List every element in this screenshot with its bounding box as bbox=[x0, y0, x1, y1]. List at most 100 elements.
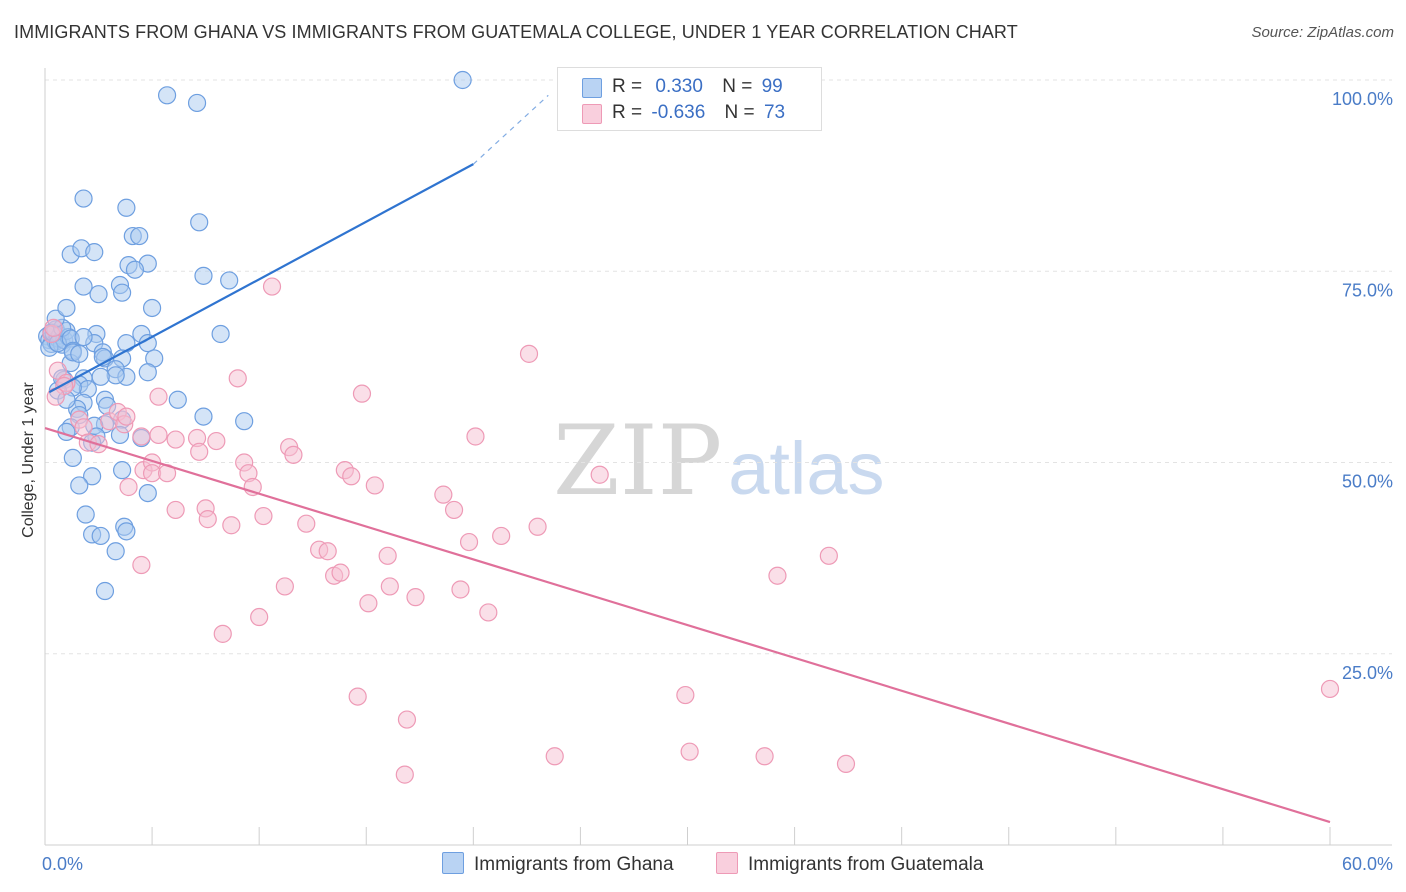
point-guatemala bbox=[166, 430, 185, 449]
legend-swatch-ghana bbox=[582, 78, 602, 98]
trend-line-ghana bbox=[48, 163, 474, 394]
point-ghana bbox=[194, 407, 213, 426]
point-guatemala bbox=[459, 532, 479, 552]
point-ghana bbox=[91, 526, 110, 546]
point-ghana bbox=[112, 461, 132, 480]
legend-swatch-ghana bbox=[442, 852, 464, 874]
legend-n-label: N = bbox=[722, 76, 753, 97]
point-ghana bbox=[125, 260, 145, 279]
point-guatemala bbox=[519, 344, 539, 363]
point-ghana bbox=[89, 285, 108, 304]
point-ghana bbox=[112, 283, 132, 302]
axes bbox=[44, 68, 1392, 846]
x-tick-label: 0.0% bbox=[42, 854, 83, 874]
x-tick-label: 60.0% bbox=[1342, 854, 1393, 874]
point-guatemala bbox=[74, 418, 93, 437]
legend-label-guatemala: Immigrants from Guatemala bbox=[748, 854, 984, 875]
point-guatemala bbox=[190, 442, 209, 461]
point-ghana bbox=[190, 213, 209, 232]
watermark: ZIPatlas bbox=[553, 405, 885, 517]
point-guatemala bbox=[590, 465, 609, 484]
point-ghana bbox=[117, 198, 136, 217]
legend-label-ghana: Immigrants from Ghana bbox=[474, 854, 674, 875]
point-ghana bbox=[106, 366, 125, 385]
point-ghana bbox=[63, 448, 82, 468]
point-ghana bbox=[91, 367, 110, 386]
point-ghana bbox=[187, 93, 207, 113]
point-guatemala bbox=[365, 476, 384, 495]
point-ghana bbox=[74, 327, 93, 347]
point-guatemala bbox=[528, 517, 547, 536]
point-ghana bbox=[74, 189, 93, 208]
point-ghana bbox=[85, 243, 104, 262]
point-guatemala bbox=[397, 710, 417, 729]
legend-n-value-guatemala: 73 bbox=[763, 102, 786, 123]
legend-n-value-ghana: 99 bbox=[761, 76, 783, 97]
watermark-atlas: atlas bbox=[728, 427, 885, 510]
point-guatemala bbox=[545, 747, 564, 766]
point-guatemala bbox=[492, 526, 511, 546]
legend-swatch-guatemala bbox=[582, 104, 602, 124]
point-guatemala bbox=[262, 277, 282, 296]
point-ghana bbox=[194, 266, 213, 285]
point-ghana bbox=[138, 363, 157, 382]
point-ghana bbox=[157, 86, 177, 105]
point-ghana bbox=[168, 390, 187, 409]
trend-line-guatemala bbox=[44, 427, 1331, 824]
point-guatemala bbox=[768, 566, 787, 585]
series-guatemala-points bbox=[42, 277, 1340, 784]
point-ghana bbox=[57, 298, 76, 318]
y-axis-label: College, Under 1 year bbox=[20, 382, 37, 538]
point-ghana bbox=[70, 344, 89, 363]
point-ghana bbox=[130, 226, 149, 246]
point-guatemala bbox=[466, 427, 485, 446]
point-guatemala bbox=[680, 742, 699, 761]
point-ghana bbox=[95, 581, 115, 601]
point-guatemala bbox=[228, 369, 247, 388]
y-tick-label: 25.0% bbox=[1342, 663, 1393, 683]
point-ghana bbox=[142, 298, 162, 318]
trend-line-ghana-extension bbox=[472, 94, 549, 165]
point-guatemala bbox=[444, 500, 464, 520]
point-ghana bbox=[117, 334, 136, 353]
point-guatemala bbox=[352, 384, 372, 403]
point-guatemala bbox=[119, 477, 138, 497]
legend-swatch-guatemala bbox=[716, 852, 738, 874]
point-guatemala bbox=[836, 754, 856, 774]
point-guatemala bbox=[207, 431, 226, 451]
point-guatemala bbox=[434, 485, 453, 504]
legend-n-label: N = bbox=[724, 102, 755, 123]
point-guatemala bbox=[132, 427, 151, 446]
point-ghana bbox=[453, 70, 472, 90]
y-tick-label: 75.0% bbox=[1342, 280, 1393, 300]
source-label: Source: ZipAtlas.com bbox=[1251, 24, 1394, 41]
point-ghana bbox=[70, 476, 89, 495]
point-ghana bbox=[74, 277, 93, 296]
point-guatemala bbox=[213, 624, 232, 643]
point-guatemala bbox=[254, 506, 273, 526]
point-guatemala bbox=[166, 500, 185, 520]
point-guatemala bbox=[132, 555, 151, 575]
point-guatemala bbox=[222, 516, 241, 535]
watermark-zip: ZIP bbox=[553, 405, 723, 517]
point-guatemala bbox=[318, 542, 337, 561]
point-guatemala bbox=[479, 603, 498, 622]
grid-lines bbox=[45, 79, 1392, 655]
point-ghana bbox=[83, 467, 102, 486]
point-guatemala bbox=[819, 546, 838, 565]
point-guatemala bbox=[275, 577, 294, 596]
legend-r-label: R = bbox=[612, 102, 643, 123]
point-guatemala bbox=[331, 563, 350, 582]
point-guatemala bbox=[44, 318, 63, 337]
y-tick-label: 50.0% bbox=[1342, 472, 1393, 492]
point-ghana bbox=[117, 522, 136, 541]
point-guatemala bbox=[1320, 679, 1340, 699]
legend-item-guatemala: Immigrants from Guatemala bbox=[716, 852, 983, 876]
stats-legend: R = 0.330 N = 99 R = -0.636 N = 73 bbox=[557, 67, 822, 131]
point-guatemala bbox=[380, 577, 399, 596]
point-guatemala bbox=[676, 685, 695, 705]
point-guatemala bbox=[250, 607, 269, 627]
point-guatemala bbox=[378, 546, 397, 565]
point-guatemala bbox=[342, 467, 361, 486]
point-ghana bbox=[235, 412, 254, 431]
